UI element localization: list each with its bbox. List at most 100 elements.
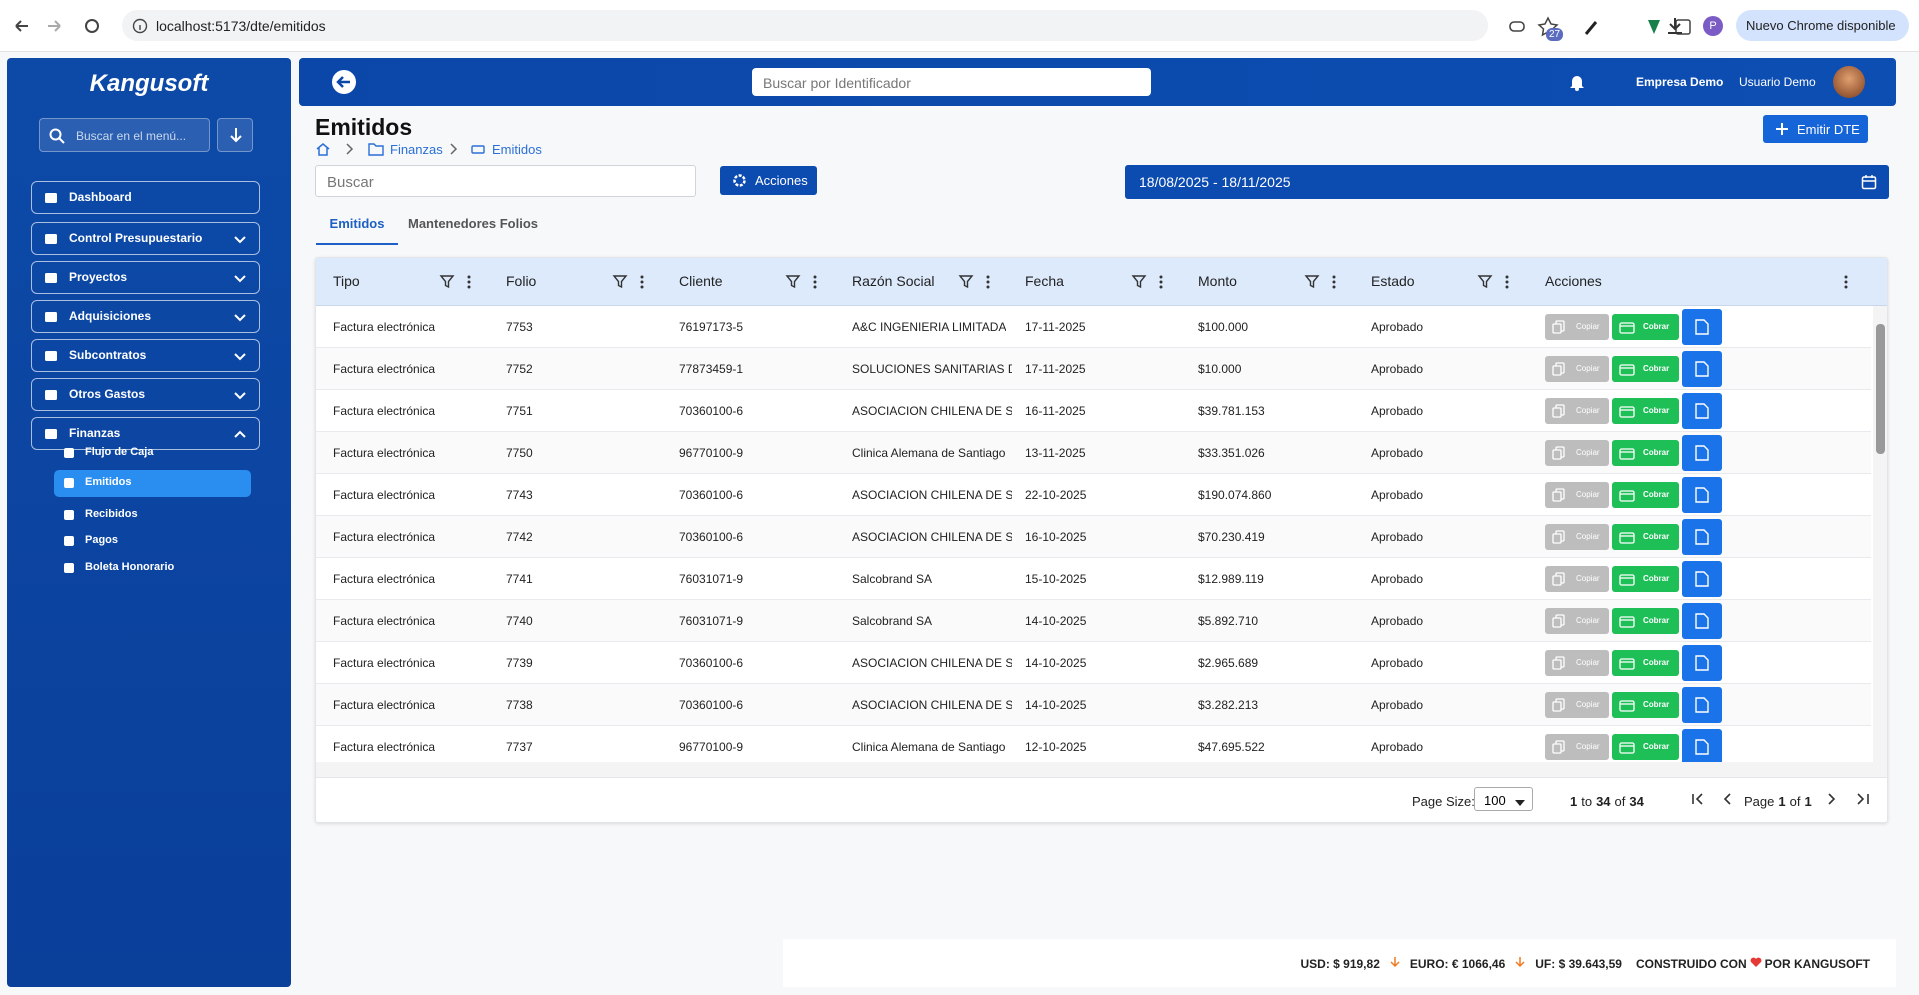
emit-button[interactable]: Emitir DTE bbox=[1763, 115, 1868, 143]
page-size-select[interactable]: 100 bbox=[1474, 787, 1533, 811]
table-cell: Factura electrónica bbox=[333, 488, 436, 502]
down-arrow bbox=[1515, 956, 1525, 971]
pdf-button-svg bbox=[1695, 445, 1709, 461]
copy-icon-svg bbox=[1552, 614, 1565, 628]
tab-underline bbox=[316, 243, 398, 245]
table: Tipo Folio Cliente Razón Social Fecha Monto Es… bbox=[315, 257, 1888, 823]
profile[interactable]: P bbox=[1703, 16, 1723, 36]
date-range[interactable]: 18/08/2025 - 18/11/2025 bbox=[1125, 165, 1889, 199]
menu-item[interactable]: Proyectos bbox=[31, 261, 260, 294]
charge-button[interactable]: Cobrar bbox=[1612, 566, 1679, 592]
charge-button[interactable]: Cobrar bbox=[1612, 692, 1679, 718]
charge-icon-svg bbox=[1619, 700, 1635, 712]
copy-button[interactable]: Copiar bbox=[1545, 482, 1609, 508]
copy-icon-svg bbox=[1552, 488, 1565, 502]
heart-svg bbox=[1750, 957, 1762, 967]
copy-button[interactable]: Copiar bbox=[1545, 692, 1609, 718]
column-header[interactable]: Tipo bbox=[333, 273, 360, 289]
tab[interactable]: Mantenedores Folios bbox=[407, 216, 539, 231]
column-header[interactable]: Estado bbox=[1371, 273, 1415, 289]
charge-icon bbox=[1619, 573, 1635, 591]
menu-item[interactable]: Dashboard bbox=[31, 181, 260, 214]
menu-item[interactable]: Subcontratos bbox=[31, 339, 260, 372]
table-cell: 7739 bbox=[506, 656, 533, 670]
table-cell: A&C INGENIERIA LIMITADA bbox=[852, 320, 1007, 334]
page-size-label: Page Size: bbox=[1412, 794, 1475, 809]
copy-button[interactable]: Copiar bbox=[1545, 440, 1609, 466]
column-header[interactable]: Acciones bbox=[1545, 273, 1602, 289]
search-input[interactable]: Buscar bbox=[315, 165, 696, 197]
charge-button[interactable]: Cobrar bbox=[1612, 398, 1679, 424]
copy-button[interactable]: Copiar bbox=[1545, 356, 1609, 382]
column-menu-svg bbox=[785, 275, 817, 289]
submenu-icon-svg bbox=[64, 448, 74, 458]
submenu-item[interactable]: Flujo de Caja bbox=[85, 446, 154, 458]
menu-search[interactable]: Buscar en el menú... bbox=[39, 118, 210, 152]
table-cell: 14-10-2025 bbox=[1025, 698, 1087, 712]
table-cell: Aprobado bbox=[1371, 320, 1424, 334]
charge-button[interactable]: Cobrar bbox=[1612, 314, 1679, 340]
submenu-item[interactable]: Pagos bbox=[85, 534, 119, 546]
table-cell: 70360100-6 bbox=[679, 656, 744, 670]
id-search[interactable]: Buscar por Identificador bbox=[752, 68, 1151, 96]
menu-chevron bbox=[232, 309, 248, 330]
table-cell: $3.282.213 bbox=[1198, 698, 1259, 712]
menu-item[interactable]: Otros Gastos bbox=[31, 378, 260, 411]
charge-button[interactable]: Cobrar bbox=[1612, 524, 1679, 550]
copy-label: Copiar bbox=[1576, 364, 1600, 373]
menu-icon-svg bbox=[45, 429, 57, 439]
menu-item[interactable]: Adquisiciones bbox=[31, 300, 260, 333]
table-cell: $33.351.026 bbox=[1198, 446, 1265, 460]
charge-button[interactable]: Cobrar bbox=[1612, 734, 1679, 760]
submenu-item[interactable]: Emitidos bbox=[85, 476, 132, 488]
copy-button[interactable]: Copiar bbox=[1545, 608, 1609, 634]
menu-icon-svg bbox=[45, 390, 57, 400]
column-header[interactable]: Razón Social bbox=[852, 273, 935, 289]
table-cell: Factura electrónica bbox=[333, 740, 436, 754]
column-header[interactable]: Folio bbox=[506, 273, 537, 289]
table-cell: 7741 bbox=[506, 572, 533, 586]
table-cell: 7753 bbox=[506, 320, 533, 334]
column-menu bbox=[439, 274, 479, 295]
charge-button[interactable]: Cobrar bbox=[1612, 440, 1679, 466]
menu-icon-svg bbox=[45, 351, 57, 361]
submenu-item[interactable]: Boleta Honorario bbox=[85, 561, 175, 573]
copy-button[interactable]: Copiar bbox=[1545, 314, 1609, 340]
menu-chevron-svg bbox=[234, 236, 246, 244]
charge-button[interactable]: Cobrar bbox=[1612, 356, 1679, 382]
update-chip[interactable]: Nuevo Chrome disponible bbox=[1736, 10, 1909, 41]
charge-icon bbox=[1619, 615, 1635, 633]
copy-button[interactable]: Copiar bbox=[1545, 524, 1609, 550]
column-header[interactable]: Cliente bbox=[679, 273, 723, 289]
submenu-icon bbox=[63, 476, 75, 494]
menu-item[interactable]: Control Presupuestario bbox=[31, 222, 260, 255]
copy-button[interactable]: Copiar bbox=[1545, 734, 1609, 760]
copy-button[interactable]: Copiar bbox=[1545, 398, 1609, 424]
menu-item[interactable]: Finanzas bbox=[31, 417, 260, 450]
nav-icons bbox=[12, 16, 102, 41]
pdf-button bbox=[1682, 603, 1722, 639]
breadcrumb[interactable]: Finanzas bbox=[390, 142, 443, 157]
submenu-item[interactable]: Recibidos bbox=[85, 508, 138, 520]
charge-button[interactable]: Cobrar bbox=[1612, 482, 1679, 508]
menu-search-placeholder: Buscar en el menú... bbox=[76, 129, 187, 143]
table-row: Factura electrónica 7740 76031071-9 Salcobr… bbox=[316, 600, 1871, 642]
menu-icon-svg bbox=[45, 312, 57, 322]
column-menu bbox=[612, 274, 652, 295]
charge-button[interactable]: Cobrar bbox=[1612, 608, 1679, 634]
copy-icon bbox=[1552, 698, 1566, 717]
address-bar[interactable]: localhost:5173/dte/emitidos bbox=[122, 10, 1488, 41]
column-header[interactable]: Fecha bbox=[1025, 273, 1064, 289]
breadcrumb[interactable]: Emitidos bbox=[492, 142, 542, 157]
column-header[interactable]: Monto bbox=[1198, 273, 1237, 289]
tab[interactable]: Emitidos bbox=[329, 216, 385, 231]
charge-icon bbox=[1619, 447, 1635, 465]
copy-button[interactable]: Copiar bbox=[1545, 566, 1609, 592]
charge-button[interactable]: Cobrar bbox=[1612, 650, 1679, 676]
menu-chevron bbox=[232, 348, 248, 369]
charge-label: Cobrar bbox=[1643, 742, 1670, 751]
actions-button[interactable]: Acciones bbox=[720, 166, 817, 195]
copy-button[interactable]: Copiar bbox=[1545, 650, 1609, 676]
charge-icon-svg bbox=[1619, 742, 1635, 754]
table-cell: ASOCIACION CHILENA DE SE bbox=[852, 404, 1012, 418]
